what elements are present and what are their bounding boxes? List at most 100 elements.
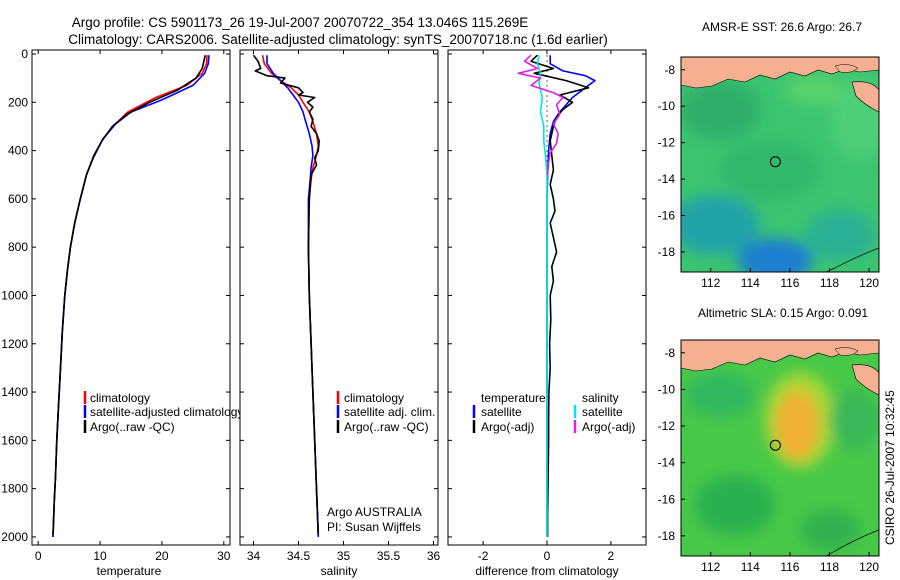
map-y-tick-label: -16: [658, 209, 676, 223]
salinity-axes-box: [239, 49, 439, 546]
sla-map-frame: [680, 339, 880, 557]
temperature-panel: 0 200 400 600 800 1000 1200 1400 1600 1800 2000 0 1…: [1, 47, 243, 578]
series-line-temperature-argo: [530, 54, 590, 537]
sla-map-title: Altimetric SLA: 0.15 Argo: 0.091: [698, 306, 868, 320]
y-tick-label: 800: [8, 240, 28, 254]
temperature-legend: climatology satellite-adjusted climatolo…: [83, 391, 243, 434]
diff-legend-temperature-heading: temperature: [481, 391, 546, 405]
map-x-tick-label: 114: [741, 560, 760, 574]
salinity-depth-ticks: [240, 53, 438, 538]
sst-map-frame: [680, 56, 880, 273]
y-tick-label: 1400: [1, 385, 28, 399]
sla-patch-west: [685, 373, 755, 417]
difference-legend-salinity: salinity satellite Argo(-adj): [573, 391, 635, 434]
sal-legend-label-argo: Argo(..raw -QC): [344, 420, 429, 434]
sla-field-anomalies: [685, 372, 879, 550]
legend-label-satellite: satellite-adjusted climatology: [90, 405, 243, 419]
map-x-tick-label: 118: [820, 560, 839, 574]
y-tick-label: 0: [21, 47, 28, 61]
salinity-legend: climatology satellite adj. clim. Argo(..…: [336, 391, 435, 434]
temperature-profiles: [52, 55, 210, 537]
y-tick-label: 200: [8, 95, 28, 109]
annotation-argo-australia: Argo AUSTRALIA: [327, 505, 422, 519]
sla-land-island-a: [834, 347, 859, 356]
temperature-axes-box: [31, 49, 231, 546]
sst-patch-center: [720, 140, 820, 200]
difference-depth-ticks: [448, 53, 646, 538]
x-tick-label: -2: [478, 549, 489, 563]
sst-coast-australia: [825, 247, 879, 272]
series-line-salinity-satellite: [536, 55, 548, 537]
sla-patch-southwest: [695, 475, 775, 535]
map-x-tick-label: 120: [859, 560, 879, 574]
sla-map-ticks: 112 114 116 118 120 -8 -10 -12 -14 -16 -18: [658, 346, 880, 574]
diff-legend-salinity-heading: salinity: [582, 391, 619, 405]
temperature-xlabel: temperature: [97, 564, 162, 578]
sla-argo-position-marker: [769, 439, 781, 451]
x-tick-label: 34.5: [287, 549, 311, 563]
salinity-panel: 34 34.5 35 35.5 36 climatology satellite adj…: [239, 49, 441, 578]
annotation-pi: PI: Susan Wijffels: [327, 520, 421, 534]
sla-coast-australia: [825, 529, 879, 556]
difference-legend-temperature: temperature satellite Argo(-adj): [472, 391, 546, 434]
x-tick-label: 30: [217, 549, 231, 563]
title-line2: Climatology: CARS2006. Satellite-adjuste…: [68, 32, 608, 47]
sst-land-island-b: [851, 81, 879, 113]
sla-map: Altimetric SLA: 0.15 Argo: 0.091 112 114 1…: [658, 306, 880, 574]
diff-legend-label-temp-satellite: satellite: [481, 405, 522, 419]
map-y-tick-label: -8: [664, 346, 675, 360]
map-x-tick-label: 112: [701, 276, 720, 290]
map-x-tick-label: 118: [820, 276, 839, 290]
map-x-tick-label: 112: [701, 560, 720, 574]
map-y-tick-label: -10: [658, 382, 676, 396]
sla-patch-south: [800, 510, 860, 550]
salinity-xlabel: salinity: [321, 564, 358, 578]
map-y-tick-label: -18: [658, 529, 676, 543]
map-y-tick-label: -14: [658, 456, 676, 470]
sla-patch-east: [830, 390, 879, 450]
sst-field-anomalies: [681, 75, 879, 272]
sst-map-title: AMSR-E SST: 26.6 Argo: 26.7: [702, 20, 862, 34]
map-y-tick-label: -14: [658, 172, 676, 186]
sst-map: AMSR-E SST: 26.6 Argo: 26.7 112 114 116 118…: [658, 20, 880, 290]
map-y-tick-label: -8: [664, 63, 675, 77]
diff-legend-label-temp-argo: Argo(-adj): [481, 420, 534, 434]
title-line1: Argo profile: CS 5901173_26 19-Jul-2007 …: [72, 15, 529, 30]
map-y-tick-label: -18: [658, 245, 676, 259]
map-y-tick-label: -10: [658, 99, 676, 113]
sla-land-island-b: [851, 364, 879, 396]
legend-label-argo: Argo(..raw -QC): [90, 420, 175, 434]
y-tick-label: 600: [8, 192, 28, 206]
salinity-profiles: [252, 54, 321, 537]
sst-field: [681, 57, 879, 272]
y-tick-label: 1000: [1, 288, 28, 302]
sla-patch-high: [775, 390, 819, 460]
map-x-tick-label: 116: [780, 560, 799, 574]
x-tick-label: 35: [337, 549, 351, 563]
map-x-tick-label: 120: [859, 276, 879, 290]
depth-axis: 0 200 400 600 800 1000 1200 1400 1600 1800 2000: [1, 47, 230, 544]
sla-land-java: [681, 340, 879, 372]
series-line-salinity-argo: [517, 54, 564, 175]
diff-legend-label-sal-satellite: satellite: [582, 405, 623, 419]
x-tick-label: 10: [93, 549, 107, 563]
map-y-tick-label: -16: [658, 492, 676, 506]
map-x-tick-label: 116: [780, 276, 799, 290]
salinity-x-axis: 34 34.5 35 35.5 36: [247, 50, 441, 563]
sla-field: [681, 340, 879, 556]
sal-legend-label-climatology: climatology: [344, 391, 404, 405]
difference-panel: -2 0 2 temperature satellite Argo(-adj) sa…: [447, 49, 647, 578]
difference-x-axis: -2 0 2: [478, 50, 615, 563]
x-tick-label: 0: [35, 549, 42, 563]
y-tick-label: 1200: [1, 337, 28, 351]
difference-profiles: [517, 54, 596, 537]
x-tick-label: 36: [427, 549, 441, 563]
diff-legend-label-sal-argo: Argo(-adj): [582, 420, 635, 434]
x-tick-label: 0: [544, 549, 551, 563]
difference-xlabel: difference from climatology: [475, 564, 618, 578]
sst-land-island-a: [834, 64, 859, 73]
x-tick-label: 35.5: [377, 549, 401, 563]
sst-land-java: [681, 57, 879, 89]
y-tick-label: 1800: [1, 482, 28, 496]
map-x-tick-label: 114: [741, 276, 760, 290]
